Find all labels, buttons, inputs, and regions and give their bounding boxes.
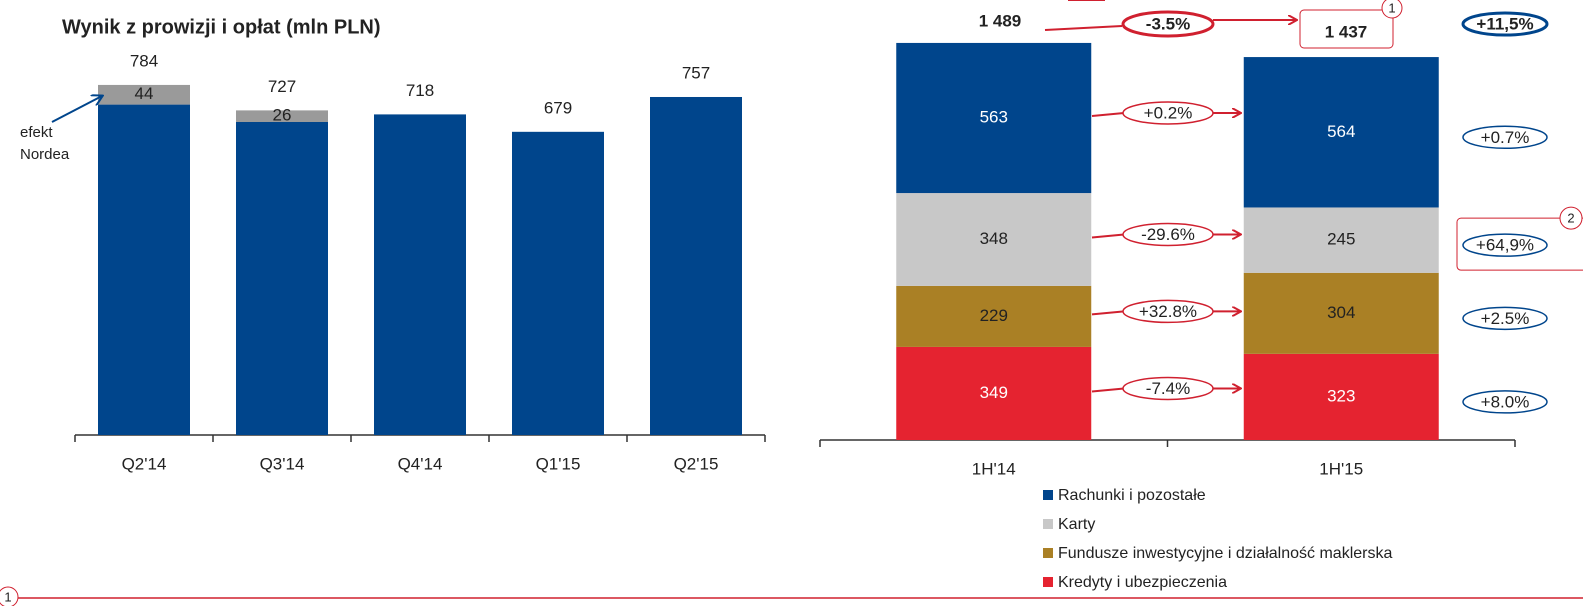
bar-segment — [98, 104, 190, 436]
change-oval — [1121, 10, 1215, 38]
bar-segment — [896, 346, 1092, 440]
bar-segment — [236, 110, 328, 122]
growth-oval — [1462, 306, 1548, 331]
growth-oval — [1462, 390, 1548, 414]
growth-label: +0.7% — [1481, 128, 1530, 147]
total-box — [1299, 9, 1394, 49]
bar-segment — [512, 131, 604, 435]
bar-segment — [98, 84, 190, 105]
segment-label: 26 — [273, 106, 292, 125]
change-label: -7.4% — [1146, 379, 1190, 398]
total-label: 757 — [682, 63, 710, 82]
footnote-mark: 1 — [4, 589, 11, 604]
bar-segment — [1243, 353, 1439, 440]
total-label: 718 — [406, 81, 434, 100]
arrow — [1091, 310, 1125, 316]
change-label: -29.6% — [1141, 225, 1195, 244]
bar-segment — [896, 285, 1092, 347]
total-label: 1 437 — [1325, 22, 1368, 41]
growth-label: +11,5% — [1476, 14, 1533, 33]
segment-label: 229 — [980, 306, 1008, 325]
legend-swatch — [1043, 490, 1053, 500]
footnote-circle — [0, 586, 19, 606]
arrow — [1091, 387, 1125, 393]
legend-label: Karty — [1058, 516, 1095, 533]
annotation-arrow — [51, 96, 102, 123]
x-tick-label: Q2'15 — [674, 454, 719, 473]
chart-title: Wynik z prowizji i opłat (mln PLN) — [62, 16, 381, 38]
x-tick-label: Q1'15 — [536, 454, 581, 473]
bar-segment — [1243, 57, 1439, 208]
segment-label: 563 — [980, 107, 1008, 126]
annotation: efekt — [20, 124, 53, 141]
bar-segment — [374, 114, 466, 435]
change-oval — [1122, 376, 1214, 401]
segment-label: 304 — [1327, 303, 1355, 322]
growth-label: +2.5% — [1481, 309, 1530, 328]
x-tick-label: Q3'14 — [260, 454, 305, 473]
legend-label: Kredyty i ubezpieczenia — [1058, 574, 1227, 591]
legend-label: Rachunki i pozostałe — [1058, 487, 1206, 504]
legend-swatch — [1043, 548, 1053, 558]
change-oval — [1122, 299, 1214, 324]
legend-swatch — [1043, 577, 1053, 587]
segment-label: 323 — [1327, 386, 1355, 405]
arrow — [1091, 112, 1125, 117]
legend-swatch — [1043, 519, 1053, 529]
legend-label: Fundusze inwestycyjne i działalność makl… — [1058, 545, 1392, 562]
footnote-circle — [1381, 0, 1403, 19]
x-tick-label: 1H'14 — [972, 459, 1016, 478]
arrow — [1091, 233, 1125, 239]
growth-label: +64,9% — [1476, 236, 1534, 255]
segment-label: 245 — [1327, 230, 1355, 249]
footnote-circle — [1559, 206, 1583, 230]
footnote-mark: 2 — [1567, 211, 1574, 226]
growth-oval — [1462, 125, 1548, 150]
segment-label: 44 — [135, 84, 154, 103]
bar-segment — [1243, 272, 1439, 354]
total-label: 679 — [544, 98, 572, 117]
growth-label: +8.0% — [1481, 392, 1530, 411]
x-tick-label: Q2'14 — [122, 454, 167, 473]
growth-oval — [1462, 233, 1548, 257]
change-label: -3.5% — [1146, 14, 1190, 33]
bar-segment — [896, 42, 1092, 194]
x-tick-label: Q4'14 — [398, 454, 443, 473]
x-tick-label: 1H'15 — [1319, 459, 1363, 478]
change-label: +0.2% — [1144, 103, 1193, 122]
annotation: Nordea — [20, 146, 70, 163]
change-label: +32.8% — [1139, 302, 1197, 321]
bar-segment — [896, 193, 1092, 286]
segment-label: 348 — [980, 229, 1008, 248]
total-label: 727 — [268, 77, 296, 96]
footnote-mark: 1 — [1388, 0, 1395, 15]
total-label: 784 — [130, 51, 158, 70]
growth-oval — [1461, 11, 1549, 37]
segment-label: 564 — [1327, 122, 1355, 141]
change-oval — [1122, 101, 1214, 125]
bar-segment — [236, 121, 328, 435]
segment-label: 349 — [980, 383, 1008, 402]
total-label: 1 489 — [979, 11, 1022, 30]
note-box — [1456, 217, 1583, 271]
arrow — [1044, 25, 1123, 31]
bar-segment — [1243, 207, 1439, 273]
bar-segment — [650, 96, 742, 436]
change-oval — [1122, 222, 1214, 247]
